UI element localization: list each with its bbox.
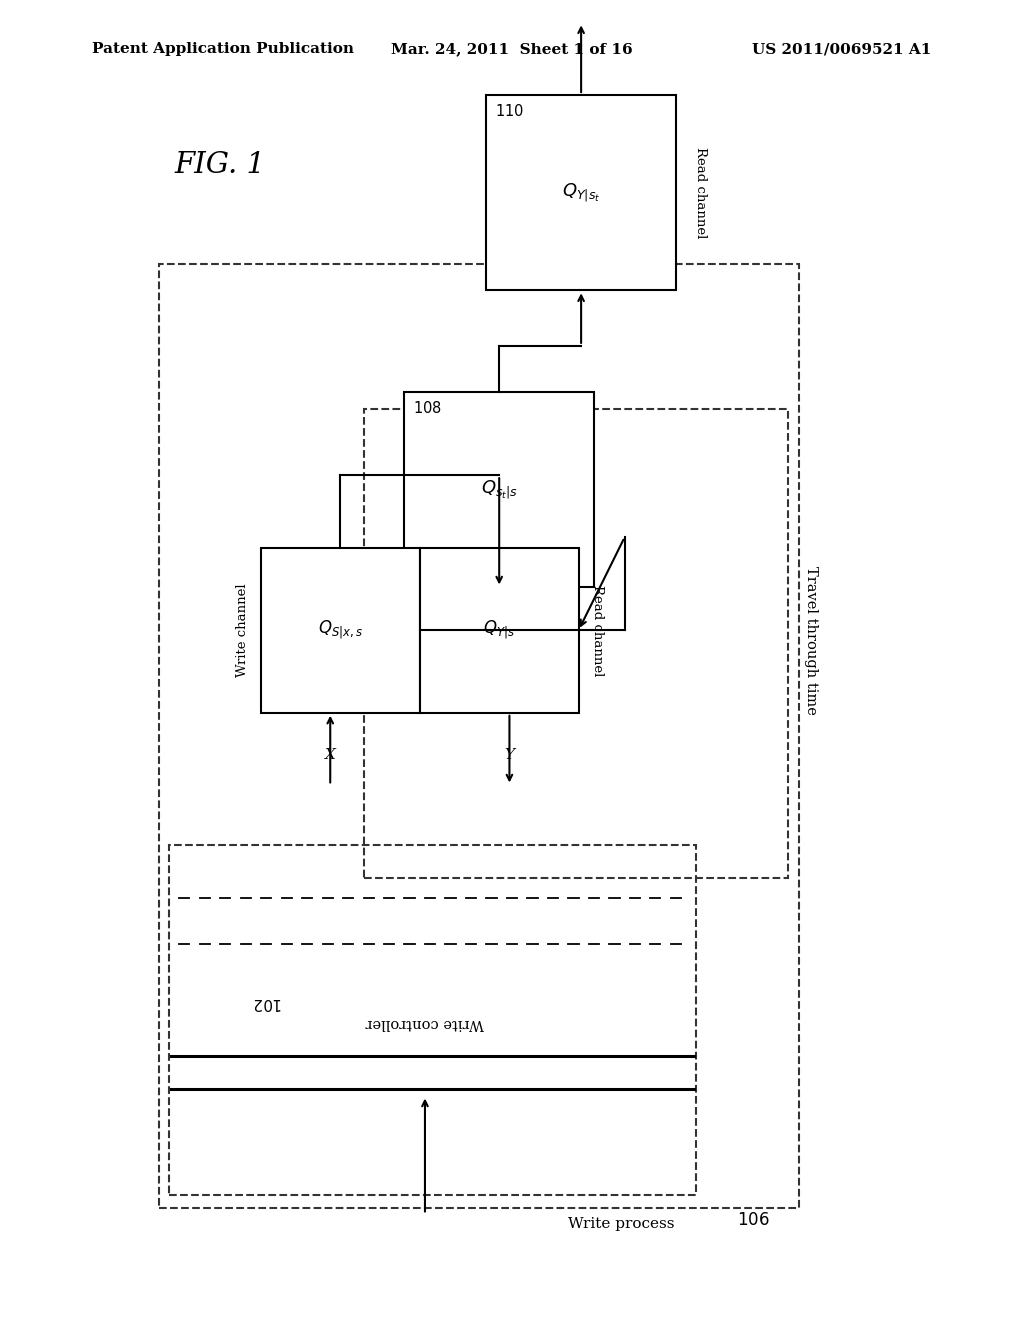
Text: Read channel: Read channel [694,147,708,239]
Text: Write process: Write process [568,1217,675,1232]
Bar [169,845,696,1195]
Bar [364,409,788,878]
Text: $\mathit{102}$: $\mathit{102}$ [254,995,284,1011]
Text: $\mathit{108}$: $\mathit{108}$ [413,400,441,416]
Text: Patent Application Publication: Patent Application Publication [92,42,354,57]
Text: US 2011/0069521 A1: US 2011/0069521 A1 [753,42,932,57]
Bar [159,264,799,1208]
Text: $Q_{Y|s}$: $Q_{Y|s}$ [483,619,515,642]
Text: Write channel: Write channel [236,583,249,677]
Text: $Q_{S|x,s}$: $Q_{S|x,s}$ [317,619,364,642]
Text: X: X [325,748,336,762]
Bar [261,548,420,713]
Bar [420,548,579,713]
Text: Write controller: Write controller [366,1016,484,1030]
Text: $\mathit{106}$: $\mathit{106}$ [737,1212,770,1229]
Text: Travel through time: Travel through time [804,566,818,714]
Text: $\mathit{110}$: $\mathit{110}$ [495,103,523,119]
Bar [486,95,676,290]
Text: Read channel: Read channel [591,585,604,676]
Text: $Q_{Y|s_t}$: $Q_{Y|s_t}$ [562,182,600,203]
Text: Y: Y [505,748,514,762]
Text: Mar. 24, 2011  Sheet 1 of 16: Mar. 24, 2011 Sheet 1 of 16 [391,42,633,57]
Text: $Q_{s_t|s}$: $Q_{s_t|s}$ [480,479,518,500]
Text: FIG. 1: FIG. 1 [175,150,265,180]
Bar [404,392,594,587]
